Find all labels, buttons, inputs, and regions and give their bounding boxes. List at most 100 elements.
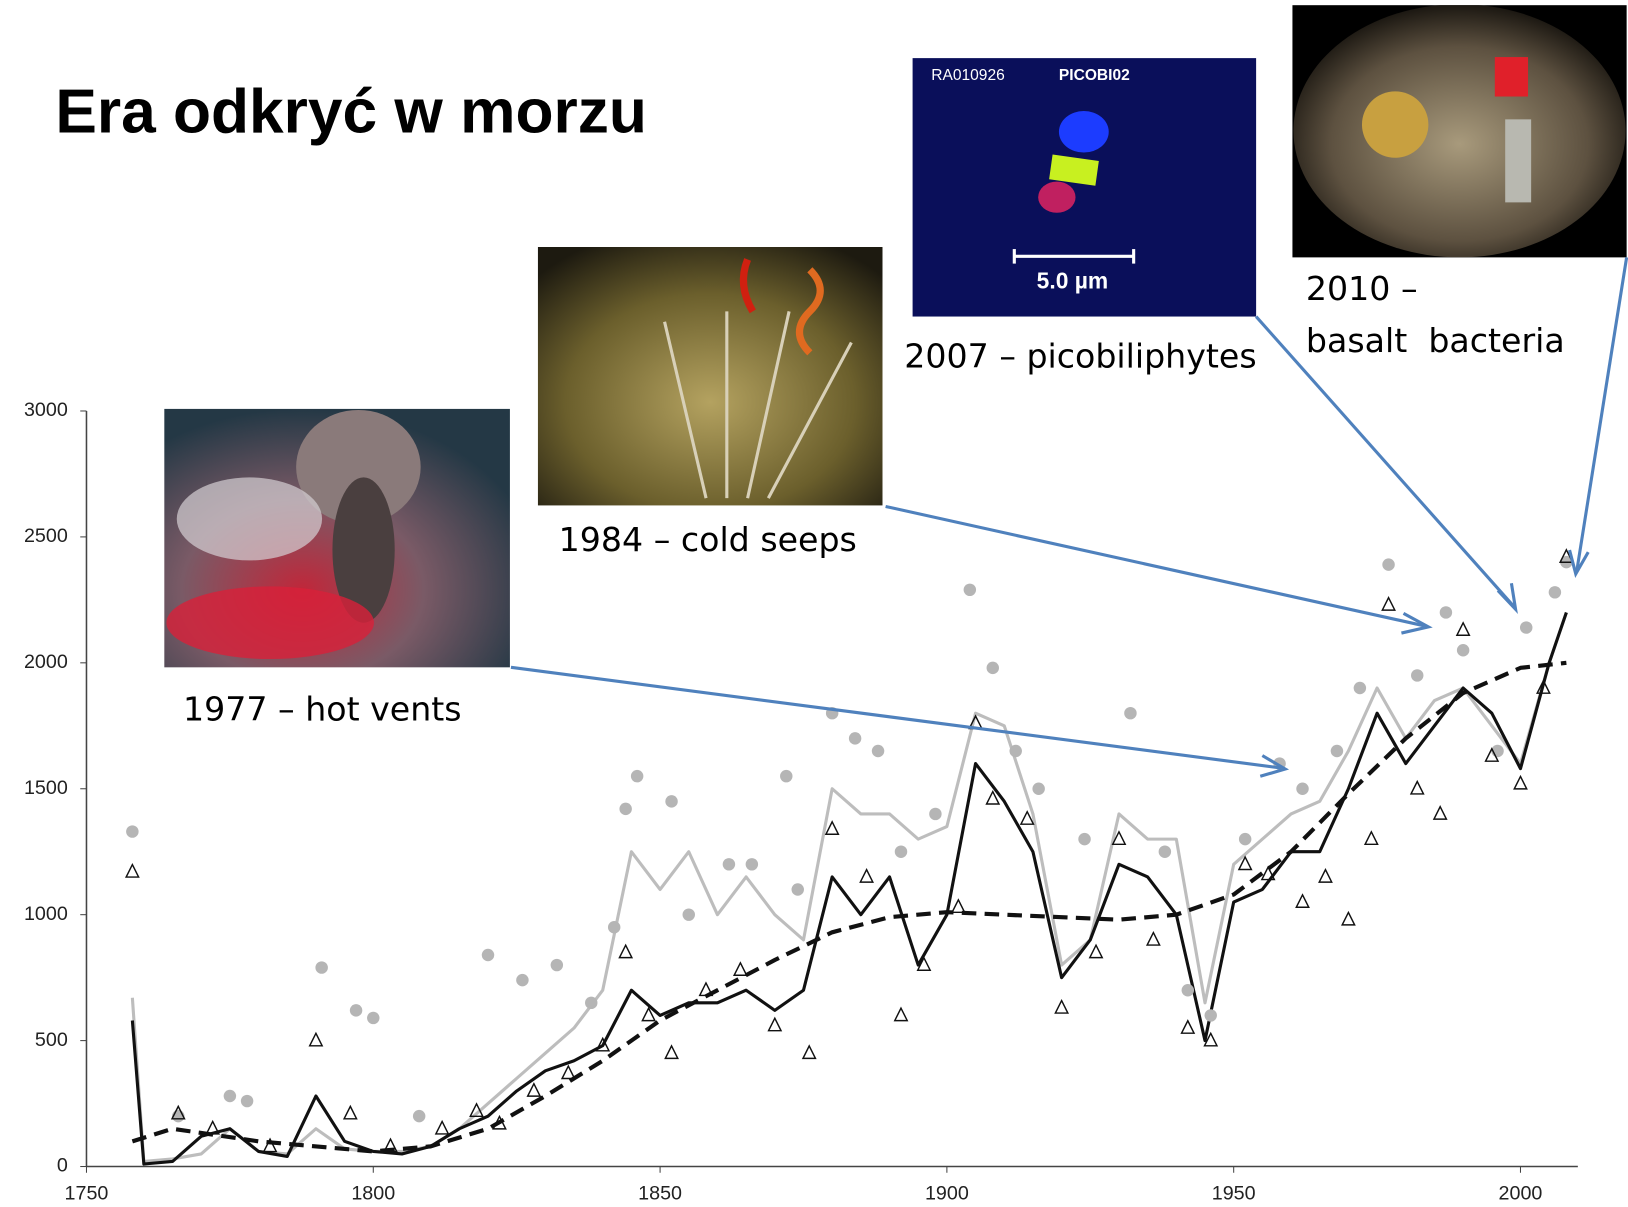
- point: [1296, 895, 1308, 907]
- photo-text: 5.0 µm: [1037, 267, 1109, 293]
- point: [1182, 984, 1194, 996]
- point: [619, 803, 631, 815]
- photo-text: PICOBI02: [1059, 67, 1130, 84]
- point: [1331, 745, 1343, 757]
- photo-basalt-bacteria: [1292, 5, 1626, 257]
- point: [224, 1090, 236, 1102]
- marker-disk: [1362, 91, 1428, 157]
- point: [860, 870, 872, 882]
- x-tick-label: 1850: [638, 1183, 682, 1205]
- point: [126, 825, 138, 837]
- point: [1296, 783, 1308, 795]
- photo-text: RA010926: [931, 67, 1004, 84]
- point: [1090, 945, 1102, 957]
- photo-bg: [538, 247, 883, 505]
- annotation: 1977 – hot vents: [183, 689, 462, 728]
- point: [516, 974, 528, 986]
- point: [1411, 781, 1423, 793]
- x-tick-label: 1900: [925, 1183, 969, 1205]
- point: [1411, 669, 1423, 681]
- worms: [166, 586, 374, 659]
- point: [1354, 682, 1366, 694]
- point: [769, 1018, 781, 1030]
- point: [746, 858, 758, 870]
- worms: [177, 477, 322, 560]
- annotation: 2010 –: [1306, 269, 1418, 308]
- point: [895, 845, 907, 857]
- point: [1319, 870, 1331, 882]
- point: [849, 732, 861, 744]
- point: [344, 1106, 356, 1118]
- point: [1434, 807, 1446, 819]
- point: [826, 822, 838, 834]
- point: [619, 945, 631, 957]
- point: [1440, 606, 1452, 618]
- arrow: [1577, 257, 1627, 570]
- point: [350, 1004, 362, 1016]
- point: [665, 795, 677, 807]
- point: [1159, 845, 1171, 857]
- x-tick-label: 1800: [351, 1183, 395, 1205]
- arrow: [886, 506, 1425, 625]
- point: [528, 1084, 540, 1096]
- nucleus: [1059, 111, 1109, 153]
- point: [1457, 644, 1469, 656]
- point: [1382, 558, 1394, 570]
- instrument: [1495, 57, 1528, 96]
- annotation: 2007 – picobiliphytes: [904, 337, 1256, 376]
- point: [310, 1033, 322, 1045]
- y-tick-label: 500: [35, 1029, 68, 1051]
- y-tick-label: 2000: [24, 651, 68, 673]
- point: [315, 961, 327, 973]
- point: [585, 997, 597, 1009]
- annotation: basalt bacteria: [1306, 321, 1565, 360]
- instrument: [1505, 119, 1531, 202]
- point: [734, 963, 746, 975]
- point: [964, 584, 976, 596]
- photo-picobiliphytes: RA010926 PICOBI02 5.0 µm: [913, 58, 1257, 316]
- annotation: 1984 – cold seeps: [559, 520, 857, 559]
- x-tick-label: 1750: [65, 1183, 109, 1205]
- point: [1457, 623, 1469, 635]
- y-tick-label: 2500: [24, 525, 68, 547]
- point: [1078, 833, 1090, 845]
- point: [1514, 776, 1526, 788]
- y-tick-label: 1500: [24, 777, 68, 799]
- x-tick-label: 1950: [1212, 1183, 1256, 1205]
- point: [436, 1121, 448, 1133]
- y-tick-label: 0: [57, 1155, 68, 1177]
- point: [608, 921, 620, 933]
- point: [551, 959, 563, 971]
- point: [631, 770, 643, 782]
- point: [987, 662, 999, 674]
- point: [1205, 1009, 1217, 1021]
- point: [780, 770, 792, 782]
- point: [1549, 586, 1561, 598]
- point: [665, 1046, 677, 1058]
- point: [929, 808, 941, 820]
- y-tick-label: 1000: [24, 903, 68, 925]
- slide: Era odkryć w morzu RA010926 PICOBI02 5.0…: [0, 0, 1628, 1207]
- point: [367, 1012, 379, 1024]
- point: [952, 900, 964, 912]
- point: [413, 1110, 425, 1122]
- cell: [1038, 182, 1075, 213]
- x-tick-label: 2000: [1499, 1183, 1543, 1205]
- point: [1365, 832, 1377, 844]
- point: [895, 1008, 907, 1020]
- point: [482, 949, 494, 961]
- point: [723, 858, 735, 870]
- point: [1009, 745, 1021, 757]
- arrow: [511, 667, 1281, 768]
- point: [562, 1066, 574, 1078]
- photo-cold-seeps: [538, 247, 883, 505]
- point: [1520, 621, 1532, 633]
- point: [1239, 833, 1251, 845]
- y-tick-label: 3000: [24, 399, 68, 421]
- point: [241, 1095, 253, 1107]
- seafloor: [1292, 5, 1626, 257]
- point: [1147, 933, 1159, 945]
- slide-title: Era odkryć w morzu: [55, 78, 647, 147]
- point: [1182, 1021, 1194, 1033]
- point: [792, 883, 804, 895]
